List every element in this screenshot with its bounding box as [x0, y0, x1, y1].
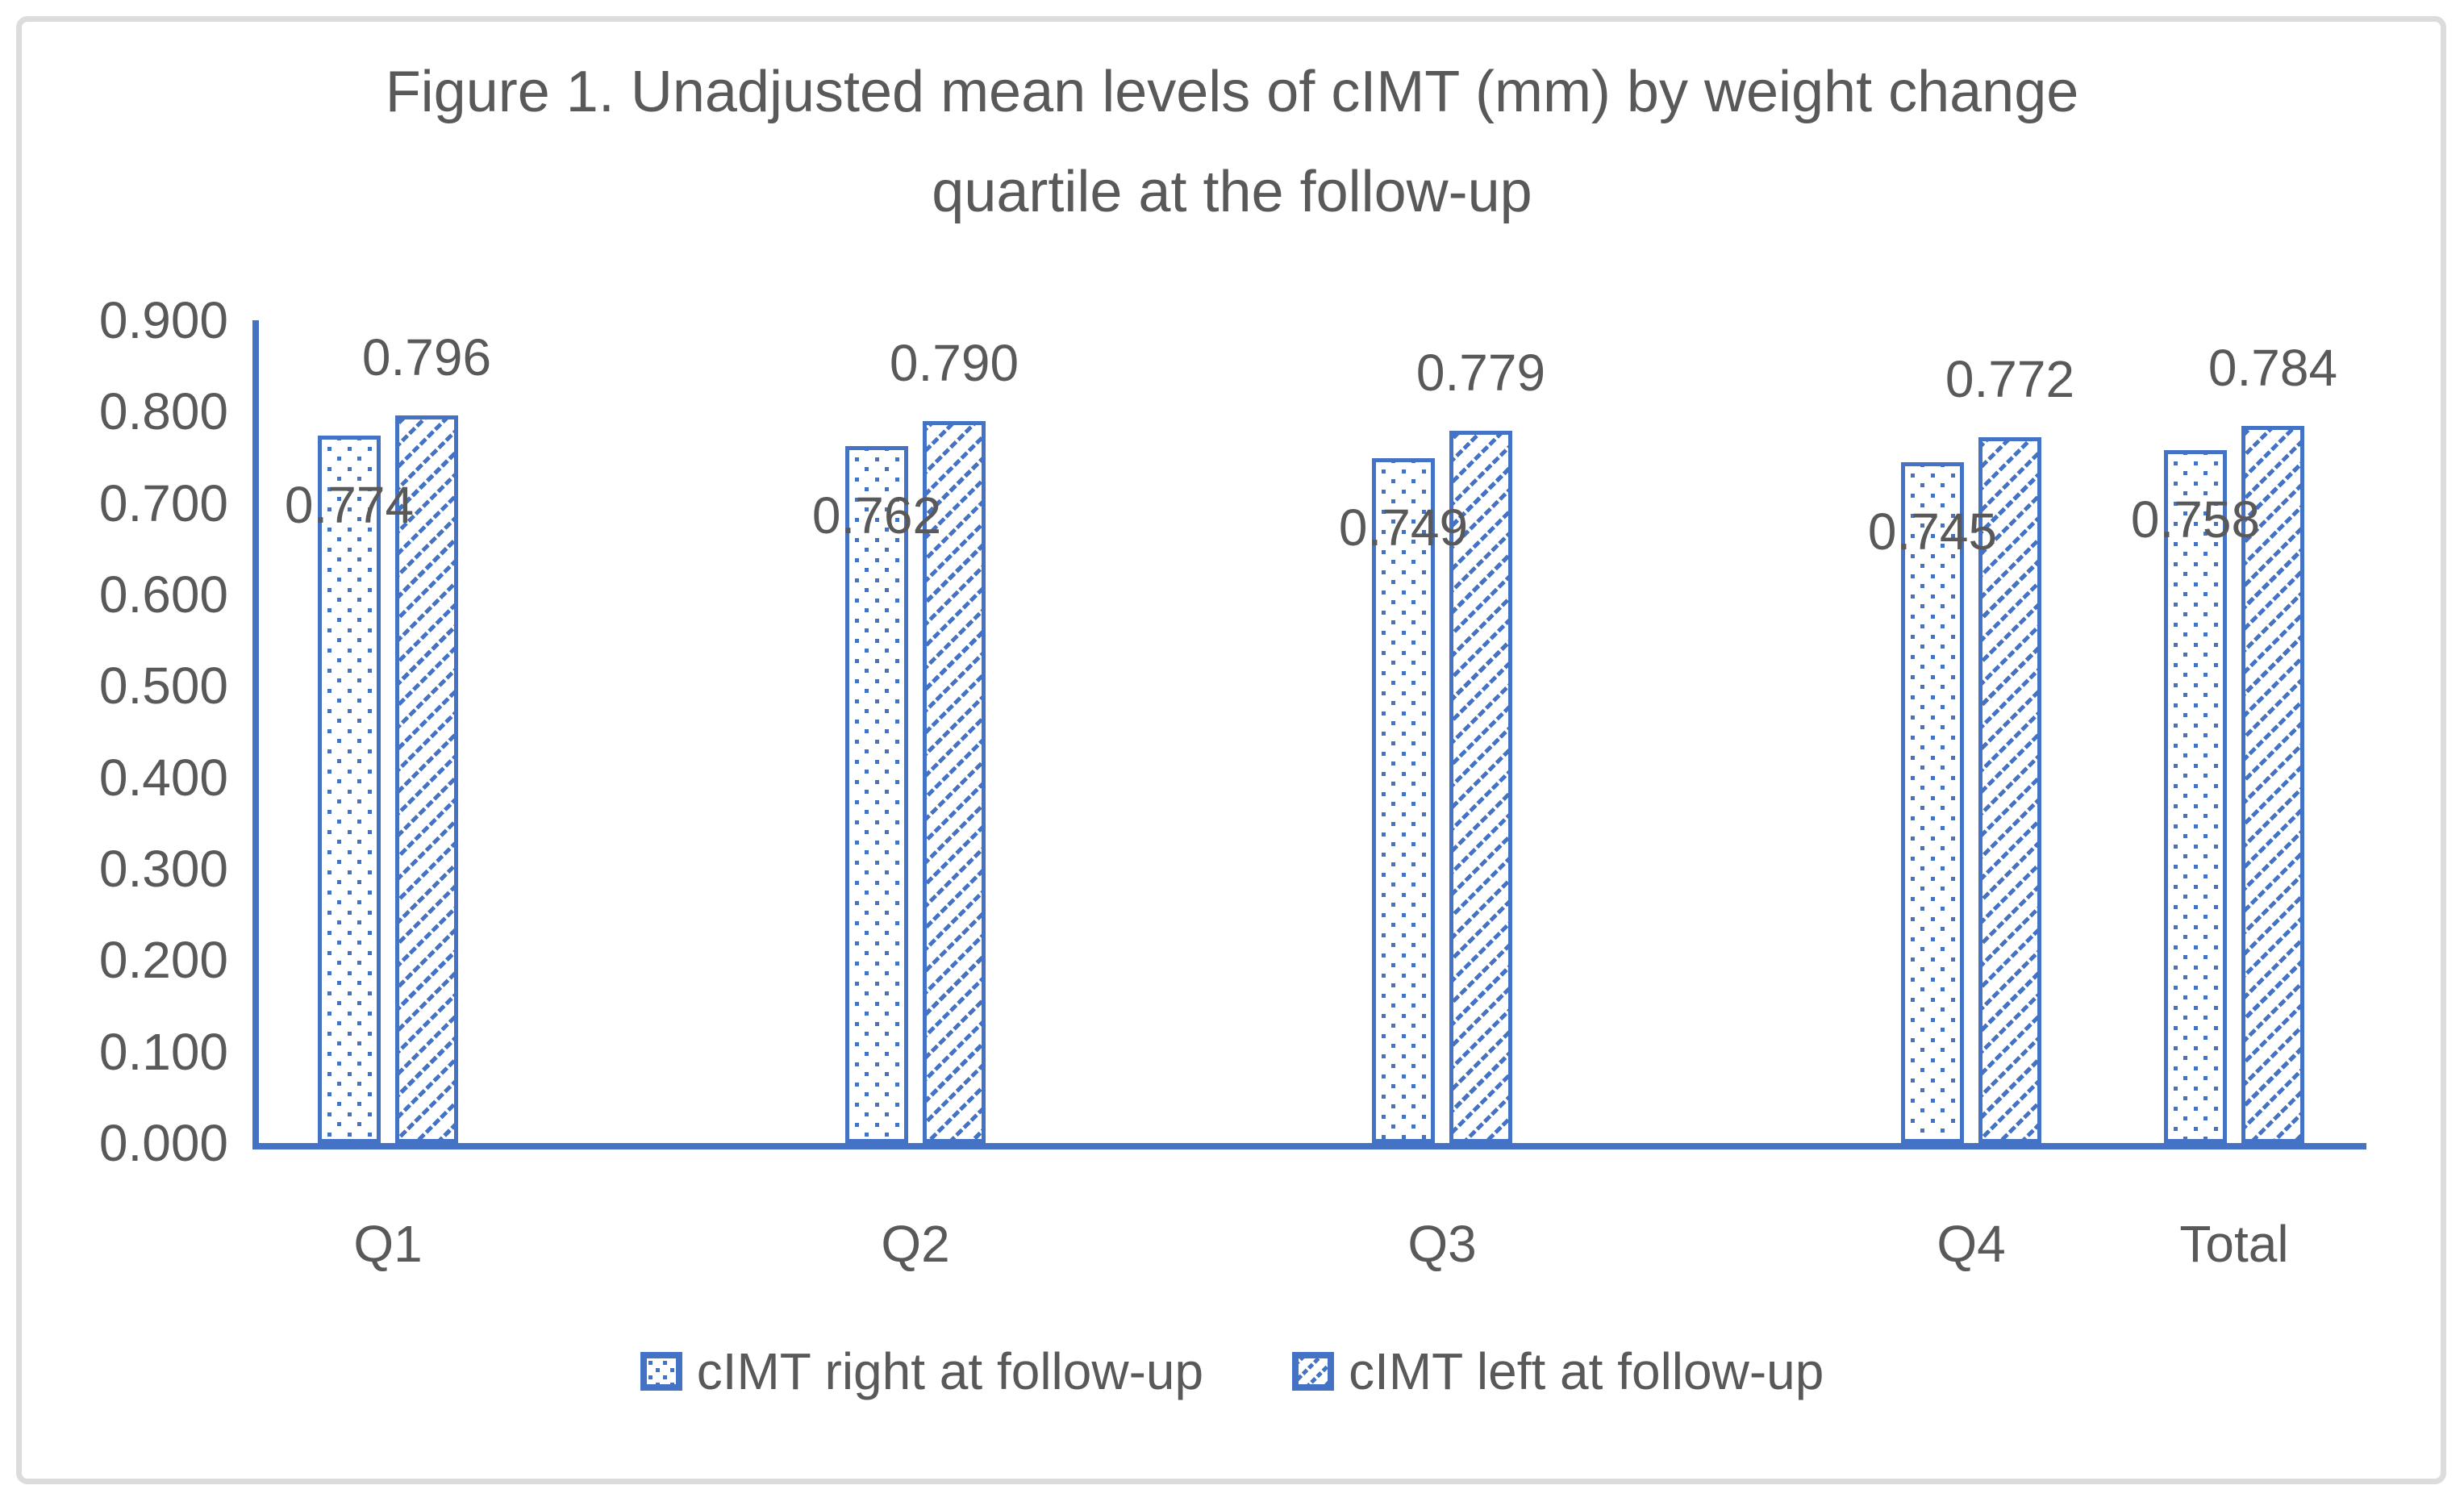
legend-label-cimt-left: cIMT left at follow-up — [1349, 1342, 1824, 1400]
chart-frame — [16, 16, 2446, 1484]
bar-cimt-left-q1 — [395, 415, 458, 1143]
x-category-label-q2: Q2 — [881, 1215, 950, 1273]
data-label-cimt-left-q2: 0.790 — [889, 334, 1019, 392]
data-label-cimt-left-q3: 0.779 — [1415, 344, 1546, 402]
legend-item-cimt-left: cIMT left at follow-up — [1292, 1341, 1824, 1402]
bar-cimt-left-q4 — [1978, 437, 2041, 1143]
bar-cimt-left-q3 — [1449, 431, 1512, 1143]
y-tick-label-0.400: 0.400 — [98, 748, 228, 807]
legend-swatch-dotted-pattern-icon — [640, 1352, 682, 1391]
chart-title-line1: Figure 1. Unadjusted mean levels of cIMT… — [385, 60, 2079, 124]
y-tick-label-0.300: 0.300 — [98, 840, 228, 898]
bar-cimt-left-total — [2241, 426, 2304, 1143]
x-category-label-q3: Q3 — [1407, 1215, 1477, 1273]
bar-cimt-left-q2 — [923, 421, 986, 1143]
y-tick-label-0.500: 0.500 — [98, 657, 228, 716]
data-label-cimt-left-q1: 0.796 — [361, 328, 492, 386]
data-label-cimt-right-q3: 0.749 — [1338, 499, 1469, 557]
y-axis-line — [252, 320, 259, 1149]
data-label-cimt-right-q2: 0.762 — [811, 486, 942, 544]
bar-cimt-right-q4 — [1901, 462, 1964, 1143]
y-tick-label-0.600: 0.600 — [98, 565, 228, 624]
data-label-cimt-right-q4: 0.745 — [1867, 503, 1998, 561]
y-tick-label-0.000: 0.000 — [98, 1114, 228, 1172]
x-category-label-q4: Q4 — [1937, 1215, 2006, 1273]
data-label-cimt-left-q4: 0.772 — [1945, 350, 2075, 408]
y-tick-label-0.700: 0.700 — [98, 474, 228, 532]
bar-cimt-right-total — [2164, 450, 2227, 1143]
y-tick-label-0.900: 0.900 — [98, 291, 228, 349]
legend-swatch-diagonal-pattern-icon — [1292, 1352, 1335, 1391]
x-axis-line — [252, 1143, 2366, 1149]
data-label-cimt-left-total: 0.784 — [2208, 339, 2338, 397]
bar-cimt-right-q1 — [318, 436, 381, 1143]
chart-title-line2: quartile at the follow-up — [932, 160, 1532, 224]
bar-cimt-right-q3 — [1372, 458, 1435, 1143]
x-category-label-total: Total — [2179, 1215, 2289, 1273]
legend-item-cimt-right: cIMT right at follow-up — [640, 1341, 1203, 1402]
y-tick-label-0.100: 0.100 — [98, 1022, 228, 1081]
data-label-cimt-right-q1: 0.774 — [284, 476, 415, 534]
y-tick-label-0.800: 0.800 — [98, 382, 228, 441]
chart-title: Figure 1. Unadjusted mean levels of cIMT… — [0, 42, 2464, 242]
bar-cimt-right-q2 — [845, 446, 908, 1143]
data-label-cimt-right-total: 0.758 — [2130, 490, 2261, 549]
x-category-label-q1: Q1 — [353, 1215, 423, 1273]
y-tick-label-0.200: 0.200 — [98, 931, 228, 990]
legend: cIMT right at follow-up cIMT left at fol… — [0, 1341, 2464, 1402]
legend-label-cimt-right: cIMT right at follow-up — [696, 1342, 1204, 1400]
